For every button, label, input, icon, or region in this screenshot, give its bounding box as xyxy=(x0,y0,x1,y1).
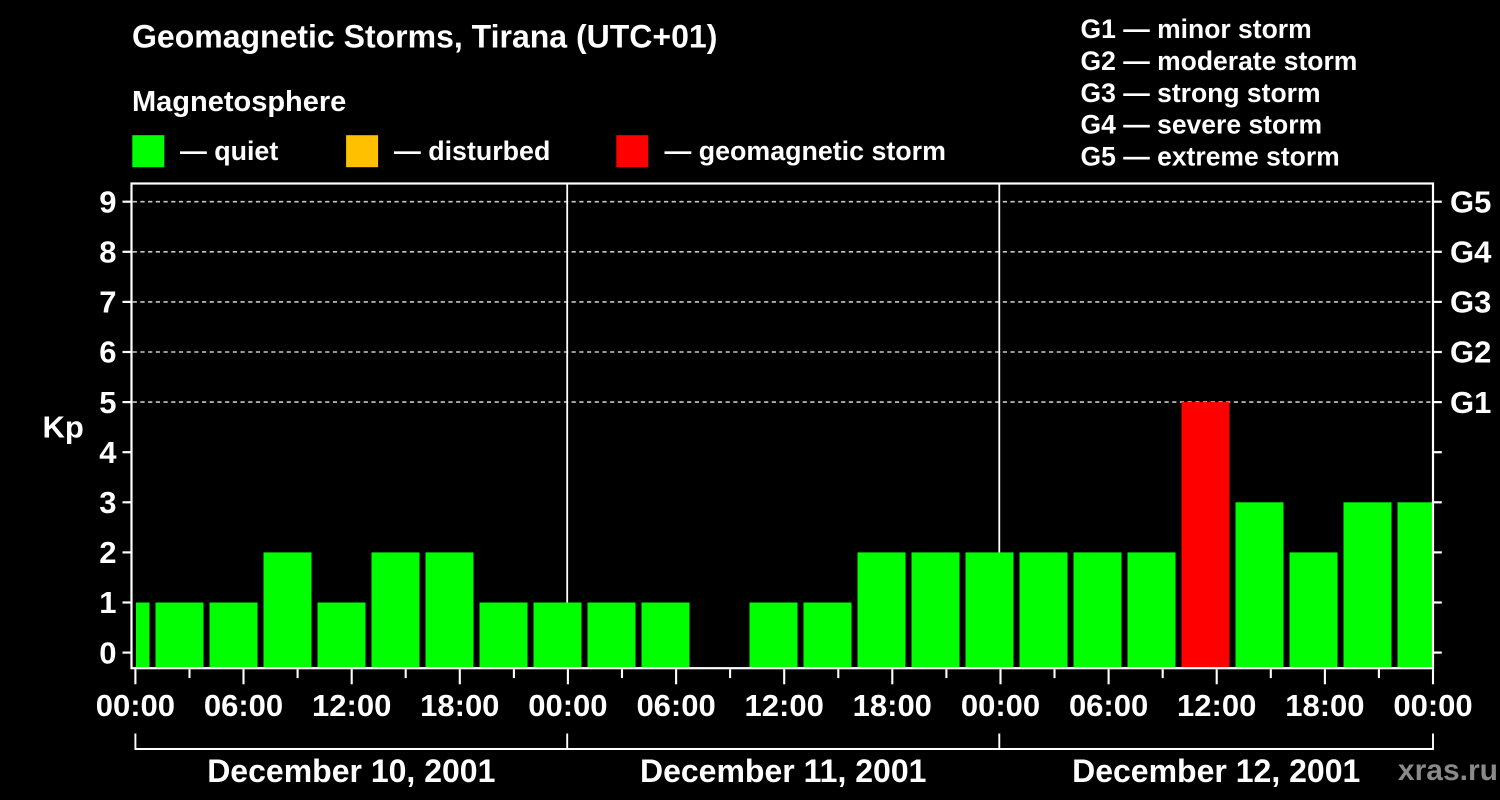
svg-text:06:00: 06:00 xyxy=(204,688,283,723)
svg-text:00:00: 00:00 xyxy=(528,688,607,723)
svg-text:12:00: 12:00 xyxy=(312,688,391,723)
svg-text:— geomagnetic storm: — geomagnetic storm xyxy=(665,136,946,166)
svg-text:18:00: 18:00 xyxy=(853,688,932,723)
svg-text:00:00: 00:00 xyxy=(96,688,175,723)
svg-text:G4: G4 xyxy=(1450,235,1492,270)
svg-text:December 10, 2001: December 10, 2001 xyxy=(207,753,495,789)
svg-text:December 12, 2001: December 12, 2001 xyxy=(1072,753,1360,789)
svg-text:— quiet: — quiet xyxy=(180,136,278,166)
svg-text:06:00: 06:00 xyxy=(1069,688,1148,723)
svg-text:G3 — strong storm: G3 — strong storm xyxy=(1081,78,1321,108)
svg-text:8: 8 xyxy=(99,235,116,270)
svg-text:06:00: 06:00 xyxy=(636,688,715,723)
svg-text:G5: G5 xyxy=(1450,184,1491,219)
svg-text:18:00: 18:00 xyxy=(1285,688,1364,723)
svg-text:2: 2 xyxy=(99,535,116,570)
svg-text:3: 3 xyxy=(99,485,116,520)
svg-text:00:00: 00:00 xyxy=(1393,688,1472,723)
svg-text:Kp: Kp xyxy=(43,409,84,444)
svg-text:6: 6 xyxy=(99,335,116,370)
svg-text:Geomagnetic Storms, Tirana (UT: Geomagnetic Storms, Tirana (UTC+01) xyxy=(132,19,717,55)
svg-text:— disturbed: — disturbed xyxy=(394,136,550,166)
svg-text:18:00: 18:00 xyxy=(420,688,499,723)
svg-text:9: 9 xyxy=(99,184,116,219)
svg-text:1: 1 xyxy=(99,585,116,620)
svg-text:xras.ru: xras.ru xyxy=(1398,754,1498,787)
svg-text:December 11, 2001: December 11, 2001 xyxy=(640,753,926,789)
svg-text:G1 — minor storm: G1 — minor storm xyxy=(1081,14,1312,44)
svg-text:12:00: 12:00 xyxy=(745,688,824,723)
svg-text:G2: G2 xyxy=(1450,335,1491,370)
svg-text:0: 0 xyxy=(99,635,116,670)
svg-text:G3: G3 xyxy=(1450,285,1491,320)
svg-text:Magnetosphere: Magnetosphere xyxy=(132,86,346,118)
svg-text:00:00: 00:00 xyxy=(961,688,1040,723)
svg-text:G5 — extreme storm: G5 — extreme storm xyxy=(1081,141,1340,171)
svg-text:4: 4 xyxy=(99,435,117,470)
svg-text:12:00: 12:00 xyxy=(1177,688,1256,723)
svg-text:G4 — severe storm: G4 — severe storm xyxy=(1081,110,1323,140)
svg-text:G1: G1 xyxy=(1450,385,1491,420)
svg-text:G2 — moderate storm: G2 — moderate storm xyxy=(1081,46,1358,76)
svg-text:7: 7 xyxy=(99,285,116,320)
svg-text:5: 5 xyxy=(99,385,116,420)
